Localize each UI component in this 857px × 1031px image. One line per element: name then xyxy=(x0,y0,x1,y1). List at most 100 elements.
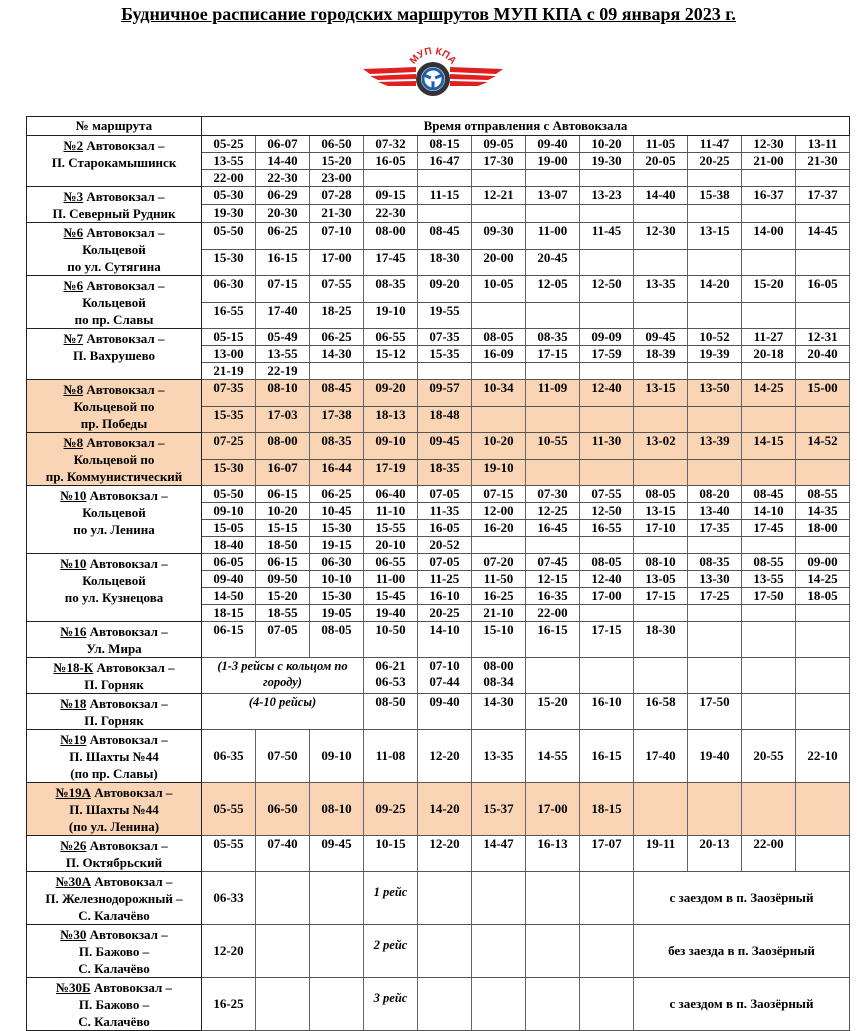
departure-time: 12-40 xyxy=(579,570,634,588)
departure-time: 12-05 xyxy=(525,275,580,303)
route-name-cell: №30 Автовокзал – П. Бажово – С. Калачёво xyxy=(26,924,202,978)
route-name-text: П. Железнодорожный – xyxy=(45,891,183,906)
departure-time: 07-55 xyxy=(309,275,364,303)
departure-time: 22-19 xyxy=(255,362,310,380)
route-name-cell: №19 Автовокзал – П. Шахты №44 (по пр. Слав… xyxy=(26,729,202,783)
empty-cell xyxy=(309,362,364,380)
empty-cell xyxy=(255,924,310,978)
route-name-text: Ул. Мира xyxy=(86,641,142,656)
route-name-text: Автовокзал – xyxy=(86,278,165,293)
route-name-line: С. Калачёво xyxy=(27,907,201,924)
empty-cell xyxy=(471,362,526,380)
empty-cell xyxy=(741,204,796,223)
departure-time: 11-00 xyxy=(525,222,580,250)
empty-cell xyxy=(309,924,364,978)
route-name-text: Кольцевой по xyxy=(73,452,155,467)
departure-time: 17-25 xyxy=(687,587,742,605)
empty-cell xyxy=(579,977,634,1031)
departure-time: 14-00 xyxy=(741,222,796,250)
route-name-text: Автовокзал – xyxy=(94,874,173,889)
route-name-line: П. Шахты №44 xyxy=(27,748,201,765)
empty-cell xyxy=(471,977,526,1031)
route-name-line: №18-К Автовокзал – xyxy=(27,659,201,676)
departure-time: 18-55 xyxy=(255,604,310,622)
table-row: 15-30 16-07 16-44 17-19 18-35 19-10 xyxy=(27,458,850,486)
departure-time: 16-10 xyxy=(579,693,634,730)
table-row: №10 Автовокзал – Кольцевой по ул. Ленина 05… xyxy=(26,485,850,554)
route-number: №8 xyxy=(63,382,84,397)
departure-time: 15-30 xyxy=(201,458,256,486)
empty-cell xyxy=(687,248,742,276)
empty-cell xyxy=(525,362,580,380)
departure-time: 17-45 xyxy=(741,519,796,537)
empty-cell xyxy=(579,405,634,433)
route-name-line: пр. Коммунистический xyxy=(27,468,201,485)
route-name-text: С. Калачёво xyxy=(78,1014,150,1029)
departure-time: 05-50 xyxy=(201,222,256,250)
empty-cell xyxy=(687,657,742,694)
route-name-cell: №8 Автовокзал – Кольцевой по пр. Победы xyxy=(26,379,202,433)
empty-cell xyxy=(417,362,472,380)
departure-time: 16-05 xyxy=(363,152,418,170)
departure-time: 06-33 xyxy=(201,871,256,925)
table-row: №7 Автовокзал – П. Вахрушево 05-15 05-49 06-… xyxy=(26,328,850,380)
departure-time: 08-55 xyxy=(741,553,796,571)
route-name-cell: №6 Автовокзал – Кольцевой по ул. Сутягина xyxy=(26,222,202,276)
departure-time: 19-10 xyxy=(363,301,418,329)
departure-time: 07-35 xyxy=(201,379,256,407)
departure-time: 09-10 xyxy=(201,502,256,520)
empty-cell xyxy=(471,301,526,329)
departure-time: 19-40 xyxy=(363,604,418,622)
departure-time: 09-45 xyxy=(417,432,472,460)
empty-cell xyxy=(687,301,742,329)
table-row: №26 Автовокзал – П. Октябрьский 05-55 07-40… xyxy=(26,835,850,872)
departure-time: 15-20 xyxy=(255,587,310,605)
table-row: 18-15 18-55 19-05 19-40 20-25 21-10 22-00 xyxy=(27,604,850,622)
departure-time: 07-25 xyxy=(201,432,256,460)
departure-time: 06-15 xyxy=(255,485,310,503)
departure-time: 07-30 xyxy=(525,485,580,503)
departure-time: 18-40 xyxy=(201,536,256,554)
empty-cell xyxy=(741,536,796,554)
route-name-cell: №30А Автовокзал – П. Железнодорожный – С. … xyxy=(26,871,202,925)
departure-time: 08-45 xyxy=(417,222,472,250)
route-name-line: С. Калачёво xyxy=(27,960,201,977)
route-number: №7 xyxy=(63,331,84,346)
route-name-cell: №6 Автовокзал – Кольцевой по пр. Славы xyxy=(26,275,202,329)
departure-time: 13-55 xyxy=(201,152,256,170)
empty-cell xyxy=(579,604,634,622)
departure-time: 20-52 xyxy=(417,536,472,554)
departure-time: 05-30 xyxy=(201,186,256,205)
departure-time: 05-55 xyxy=(201,835,256,872)
departure-time: 12-40 xyxy=(579,379,634,407)
route-name-text: Кольцевой по xyxy=(73,399,155,414)
departure-time: 11-27 xyxy=(741,328,796,346)
departure-time: 17-50 xyxy=(687,693,742,730)
route-name-line: П. Бажово – xyxy=(27,943,201,960)
empty-cell xyxy=(633,362,688,380)
route-number: №19А xyxy=(55,785,92,800)
departure-time: 08-10 xyxy=(633,553,688,571)
route-name-line: П. Горняк xyxy=(27,676,201,693)
route-name-line: П. Октябрьский xyxy=(27,854,201,871)
departure-time: 17-30 xyxy=(471,152,526,170)
departure-time: 19-11 xyxy=(633,835,688,872)
departure-time: 20-00 xyxy=(471,248,526,276)
empty-cell xyxy=(525,657,580,694)
empty-cell xyxy=(687,604,742,622)
departure-time: 11-10 xyxy=(363,502,418,520)
table-row: №8 Автовокзал – Кольцевой по пр. Победы 07-… xyxy=(26,379,850,433)
route-name-text: (по пр. Славы) xyxy=(70,766,158,781)
empty-cell xyxy=(525,169,580,187)
route-name-line: П. Северный Рудник xyxy=(27,205,201,222)
table-row: 09-10 10-20 10-45 11-10 11-35 12-00 12-25 12-50… xyxy=(27,502,850,520)
empty-cell xyxy=(795,536,850,554)
departure-time: 14-47 xyxy=(471,835,526,872)
route-name-line: №26 Автовокзал – xyxy=(27,837,201,854)
route-name-cell: №8 Автовокзал – Кольцевой по пр. Коммунист… xyxy=(26,432,202,486)
route-number: №18 xyxy=(60,696,87,711)
departure-time: 07-35 xyxy=(417,328,472,346)
departure-time: 10-55 xyxy=(525,432,580,460)
empty-cell xyxy=(741,248,796,276)
table-row: №30А Автовокзал – П. Железнодорожный – С. … xyxy=(26,871,850,925)
